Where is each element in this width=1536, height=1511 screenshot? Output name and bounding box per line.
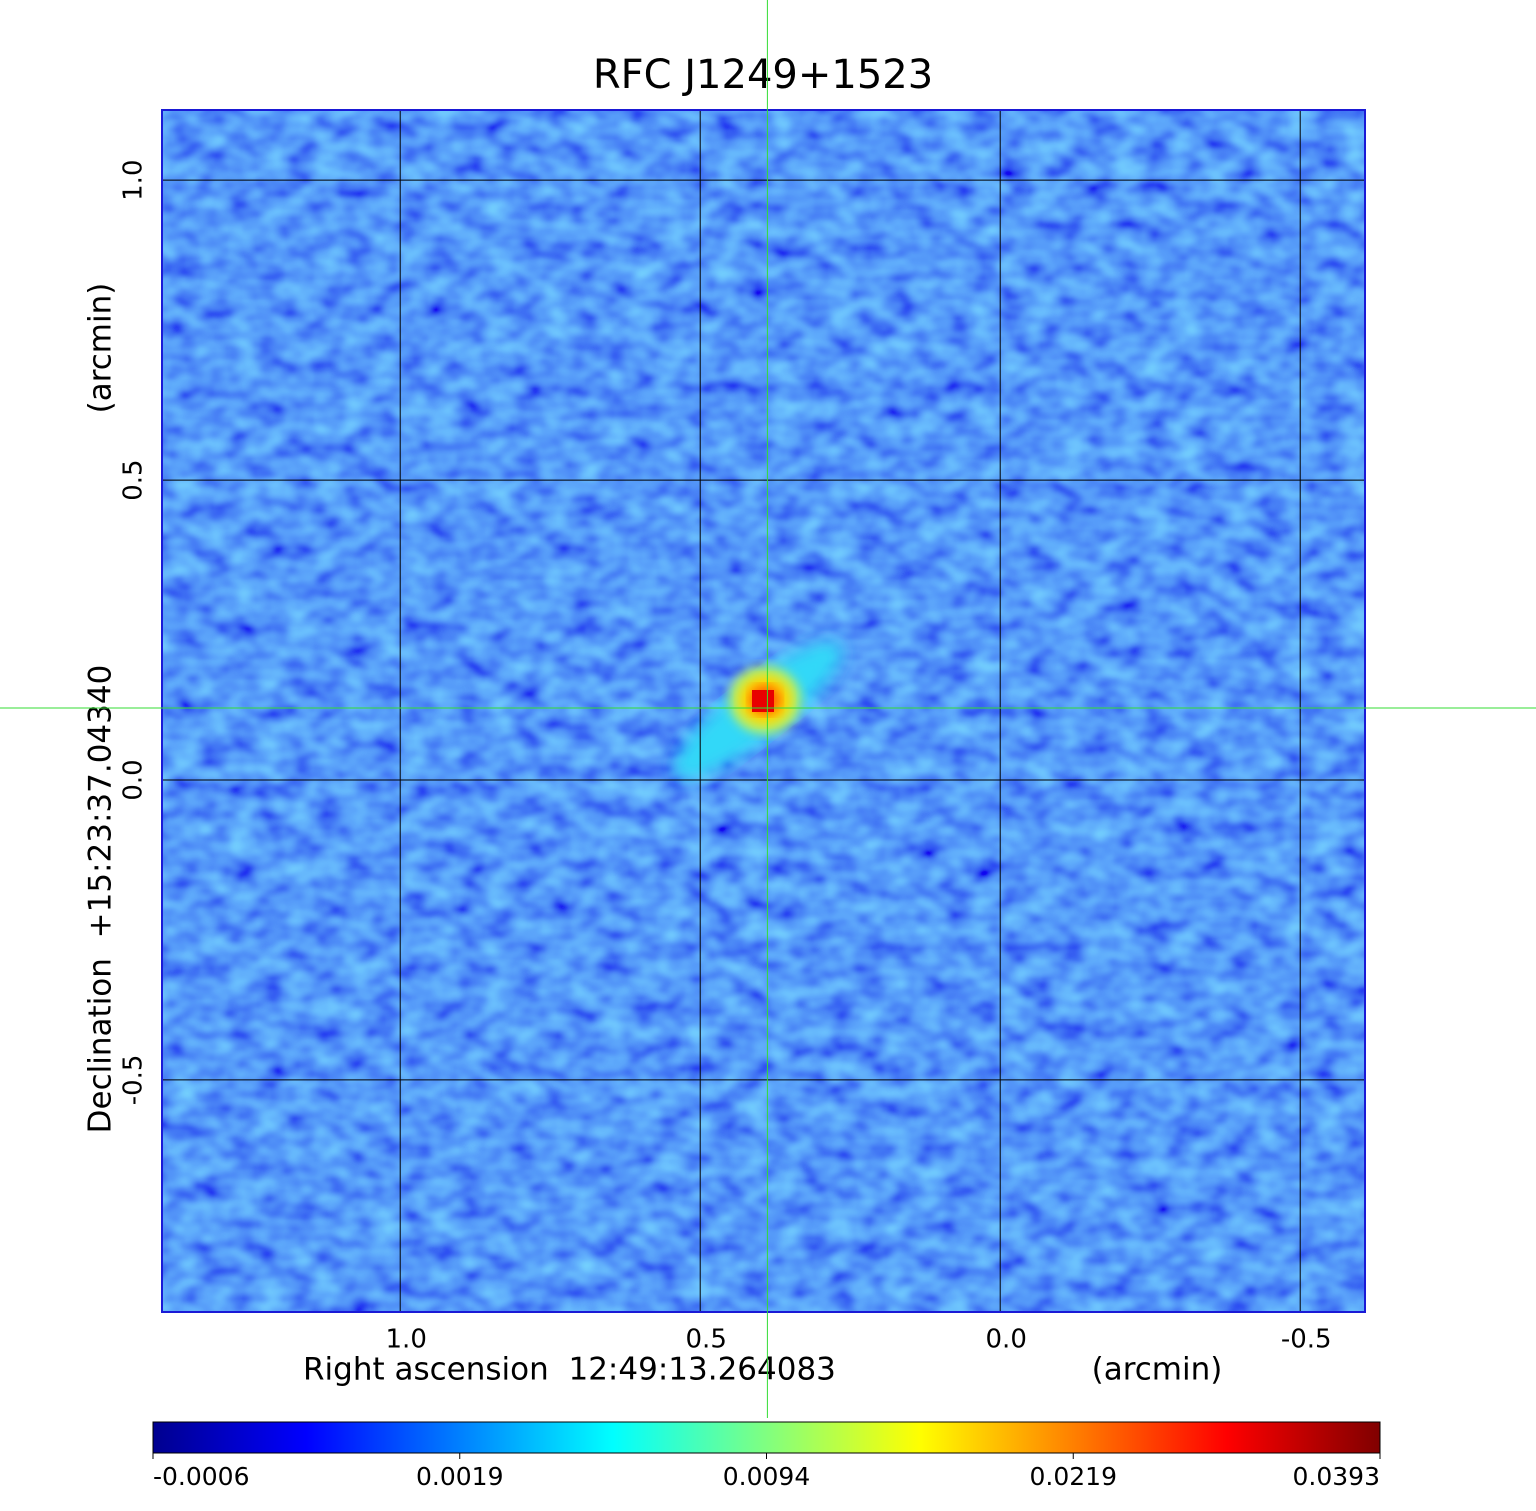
y-tick-label: 1.0 xyxy=(119,159,149,200)
plot-frame xyxy=(161,109,1366,1313)
colorbar-tick-label: -0.0006 xyxy=(153,1462,250,1491)
y-tick-label: 0.5 xyxy=(119,459,149,500)
x-tick-label: 0.5 xyxy=(686,1325,727,1355)
y-tick-label: 0.0 xyxy=(119,759,149,800)
colorbar-tick-label: 0.0219 xyxy=(1030,1462,1117,1491)
grid xyxy=(162,110,1365,1312)
colorbar-tick-label: 0.0094 xyxy=(723,1462,810,1491)
colorbar xyxy=(152,1421,1381,1454)
sky-image xyxy=(162,110,1365,1312)
colorbar-tick-label: 0.0019 xyxy=(416,1462,503,1491)
x-axis-unit: (arcmin) xyxy=(1092,1352,1223,1388)
x-tick-label: 1.0 xyxy=(386,1325,427,1355)
x-axis-label: Right ascension 12:49:13.264083 xyxy=(303,1352,836,1388)
y-axis-label: Declination +15:23:37.04340 xyxy=(83,665,119,1134)
y-axis-unit: (arcmin) xyxy=(83,283,119,414)
chart-title: RFC J1249+1523 xyxy=(593,52,933,98)
y-tick-label: -0.5 xyxy=(119,1055,149,1106)
colorbar-tick-label: 0.0393 xyxy=(1293,1462,1380,1491)
x-tick-label: 0.0 xyxy=(986,1325,1027,1355)
x-tick-label: -0.5 xyxy=(1281,1325,1332,1355)
